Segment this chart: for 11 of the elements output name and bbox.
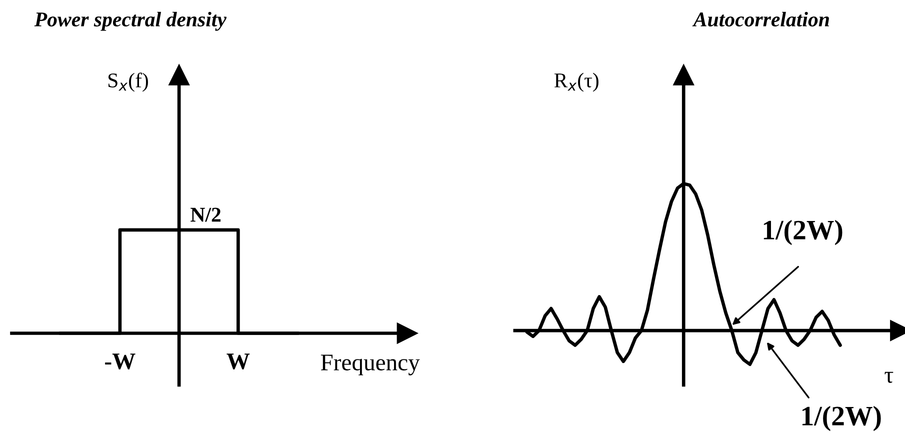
chart-title: Power spectral density <box>34 12 227 31</box>
chart-title: Autocorrelation <box>692 12 829 27</box>
text: 1/(2W) <box>802 406 881 432</box>
y-axis-title: R$_{x}$(τ) <box>554 72 598 92</box>
x-axis-title: Frequency <box>320 354 420 376</box>
annotation: N/2 <box>190 208 221 222</box>
y-axis-title: S$_{x}$(f) <box>108 72 148 92</box>
x-tick-label: W <box>226 354 250 370</box>
x-tick-label: -W <box>105 354 136 370</box>
x-axis-title: τ <box>884 372 894 383</box>
annotation: 1/(2W) <box>764 220 842 246</box>
